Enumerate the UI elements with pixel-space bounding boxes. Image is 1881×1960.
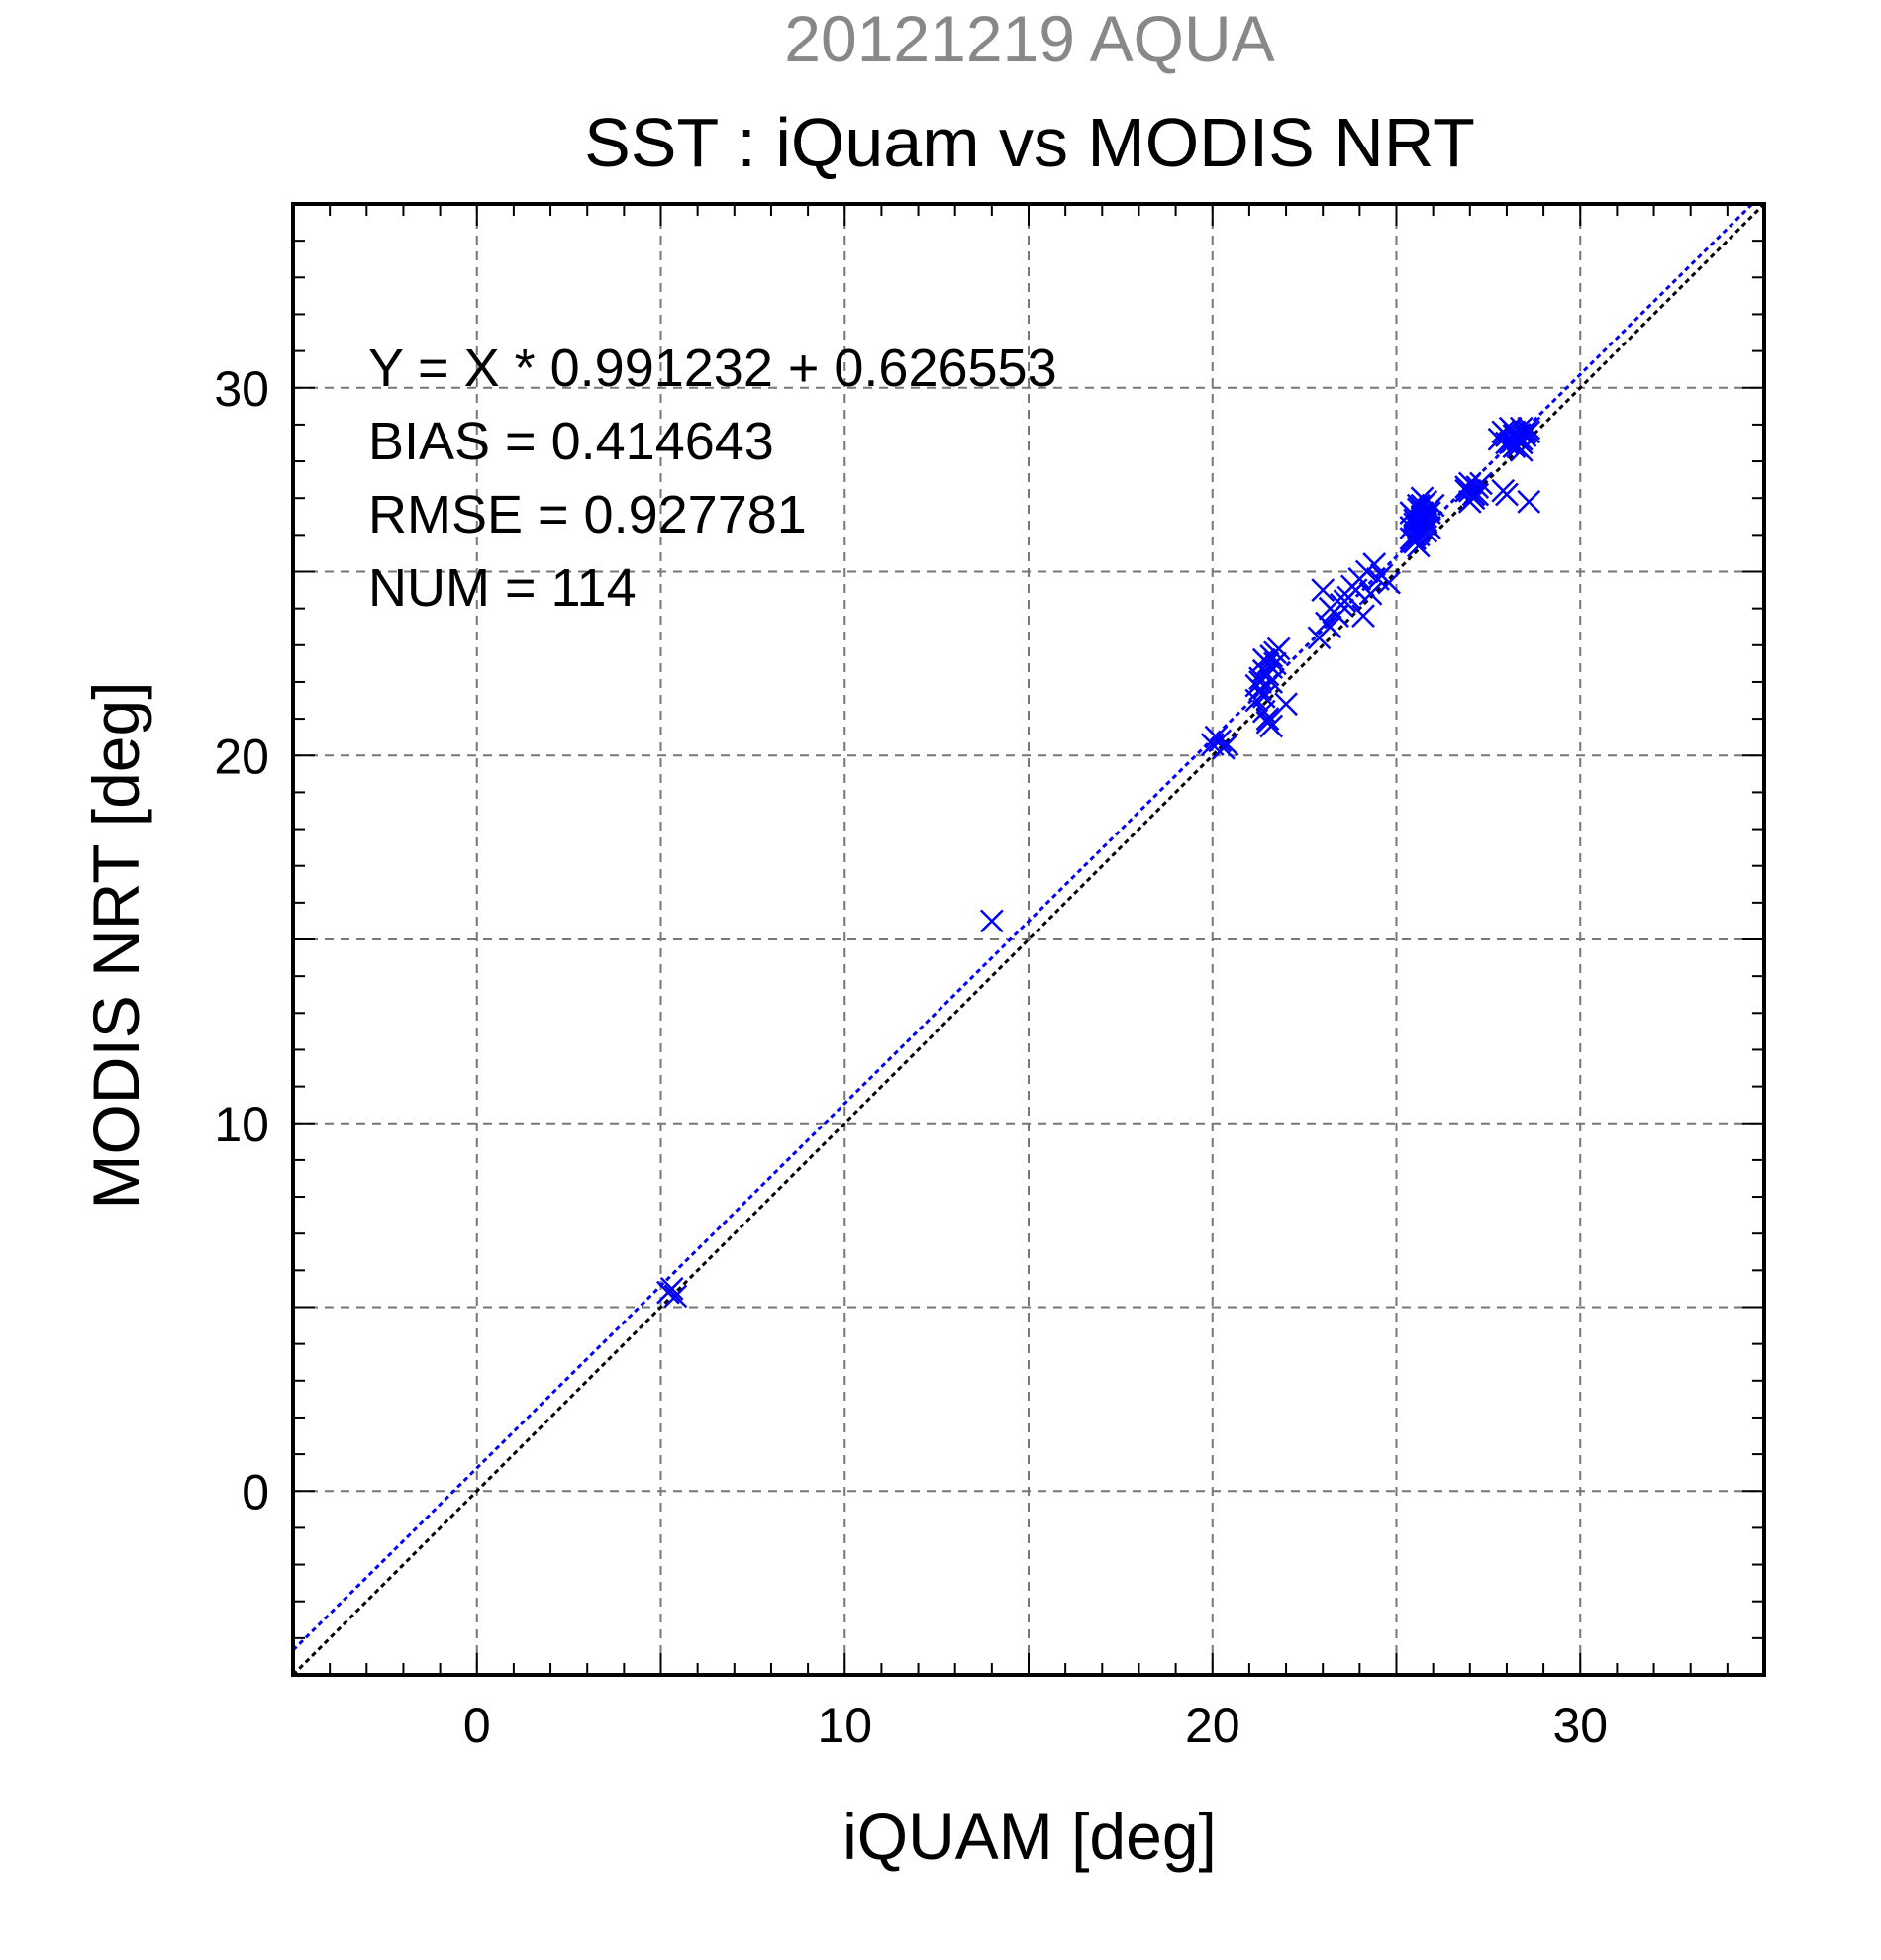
chart-title: SST : iQuam vs MODIS NRT xyxy=(584,104,1475,181)
num-stat: NUM = 114 xyxy=(368,558,637,618)
reference-lines xyxy=(293,204,1764,1675)
data-point xyxy=(1366,567,1390,591)
data-point xyxy=(1403,512,1427,537)
data-point xyxy=(1495,482,1519,507)
rmse-stat: RMSE = 0.927781 xyxy=(368,485,807,544)
data-point xyxy=(1274,692,1298,717)
fit-statistics: Y = X * 0.991232 + 0.626553 BIAS = 0.414… xyxy=(368,339,1057,618)
data-point xyxy=(979,909,1004,933)
chart-subtitle: 20121219 AQUA xyxy=(784,2,1274,75)
data-point xyxy=(663,1284,688,1309)
data-point xyxy=(1251,684,1276,709)
data-point xyxy=(1212,735,1236,760)
data-point xyxy=(1244,673,1269,698)
y-tick-label: 20 xyxy=(214,729,269,784)
y-tick-label: 10 xyxy=(214,1097,269,1152)
x-axis-title: iQUAM [deg] xyxy=(842,1800,1217,1873)
grid-layer xyxy=(293,204,1764,1675)
data-point xyxy=(1509,439,1534,462)
data-point xyxy=(1517,490,1541,514)
data-point xyxy=(1311,578,1336,602)
fit-equation: Y = X * 0.991232 + 0.626553 xyxy=(368,339,1057,398)
data-point xyxy=(1263,651,1287,676)
data-point xyxy=(1204,725,1229,749)
data-point xyxy=(1517,420,1541,444)
x-tick-label: 10 xyxy=(817,1698,872,1753)
fit-line xyxy=(293,204,1755,1652)
x-tick-label: 20 xyxy=(1185,1698,1240,1753)
data-point xyxy=(1307,626,1332,650)
data-points xyxy=(656,416,1541,1309)
y-tick-label: 0 xyxy=(242,1464,269,1519)
data-point xyxy=(1259,714,1284,738)
plot-frame xyxy=(291,202,1766,1677)
data-point xyxy=(1358,581,1383,606)
data-point xyxy=(1469,471,1493,496)
y-axis-title: MODIS NRT [deg] xyxy=(79,681,152,1209)
bias-stat: BIAS = 0.414643 xyxy=(368,412,774,471)
tick-labels: 0 0 10 10 20 20 30 30 xyxy=(214,361,1608,1753)
data-point xyxy=(1457,478,1482,503)
data-point xyxy=(1259,670,1284,694)
data-point xyxy=(1343,578,1368,602)
data-point xyxy=(659,1277,684,1301)
data-point xyxy=(1351,604,1375,628)
data-point xyxy=(1266,637,1291,661)
x-tick-label: 0 xyxy=(463,1698,491,1753)
data-point xyxy=(1410,493,1435,518)
y-tick-label: 30 xyxy=(214,361,269,417)
data-point xyxy=(1362,552,1387,576)
x-tick-label: 30 xyxy=(1552,1698,1608,1753)
data-point xyxy=(1255,707,1280,731)
